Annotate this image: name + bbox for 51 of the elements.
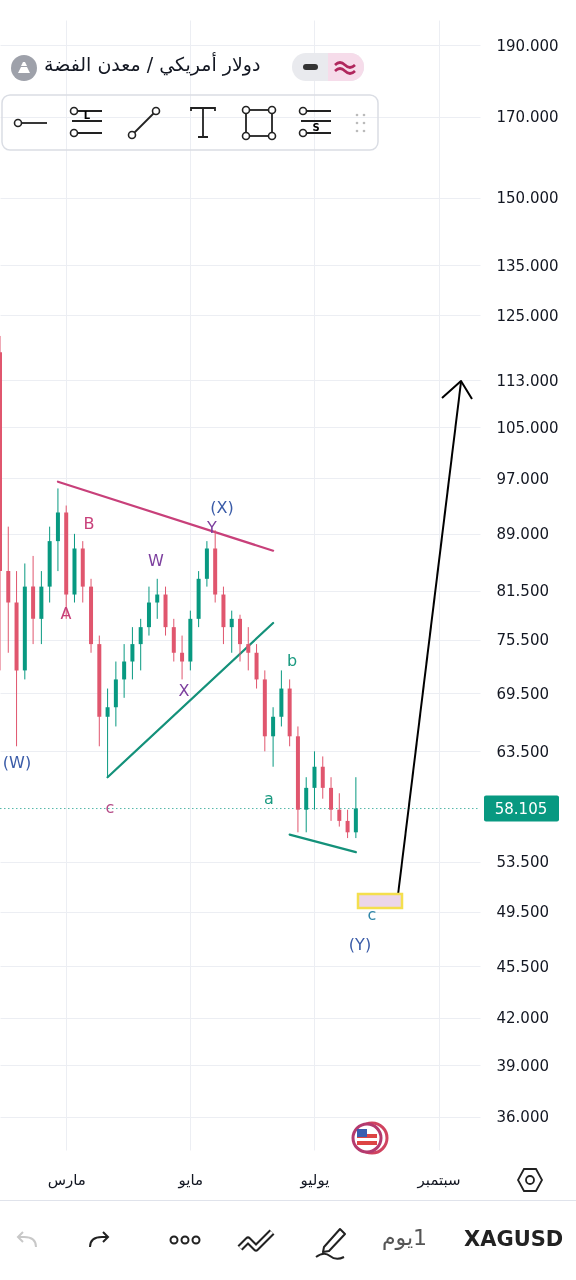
candlestick bbox=[337, 792, 342, 828]
annotation: c bbox=[367, 904, 377, 924]
y-tick-label: 36.000 bbox=[496, 1108, 549, 1127]
candlestick bbox=[138, 618, 143, 671]
y-tick-label: 69.500 bbox=[496, 684, 549, 703]
y-tick-label: 135.000 bbox=[496, 256, 559, 275]
y-tick-label: 113.000 bbox=[496, 371, 559, 390]
candlestick bbox=[180, 635, 185, 680]
y-tick-label: 81.500 bbox=[496, 582, 549, 601]
ref-line-label: 58.105 bbox=[494, 799, 548, 818]
y-tick-label: 125.000 bbox=[496, 306, 559, 325]
y-tick-label: 39.000 bbox=[496, 1056, 549, 1075]
candlestick bbox=[345, 809, 350, 839]
candlestick bbox=[271, 706, 276, 768]
annotation: c bbox=[105, 797, 115, 817]
annotation: W bbox=[148, 550, 165, 570]
annotation: B bbox=[83, 513, 95, 533]
candlestick bbox=[229, 610, 234, 654]
x-tick-label: مايو bbox=[177, 1170, 204, 1189]
y-tick-label: 63.500 bbox=[496, 742, 549, 761]
x-tick-label: مارس bbox=[47, 1170, 86, 1189]
annotation: b bbox=[286, 650, 298, 670]
annotation: a bbox=[264, 788, 274, 808]
annotation: S bbox=[312, 122, 320, 133]
candlestick bbox=[122, 643, 127, 699]
annotation: (X) bbox=[210, 497, 234, 517]
annotation: X bbox=[178, 680, 190, 700]
y-tick-label: 45.500 bbox=[496, 957, 549, 976]
candlestick bbox=[246, 626, 251, 671]
text: دولار أمريكي / معدن الفضة bbox=[44, 53, 261, 75]
y-tick-label: 89.000 bbox=[496, 525, 549, 544]
y-tick-label: 190.000 bbox=[496, 36, 559, 55]
candlestick bbox=[329, 776, 334, 822]
y-tick-label: 42.000 bbox=[496, 1009, 549, 1028]
y-tick-label: 75.500 bbox=[496, 631, 549, 650]
y-tick-label: 53.500 bbox=[496, 853, 549, 872]
y-tick-label: 97.000 bbox=[496, 469, 549, 488]
text: XAGUSD bbox=[464, 1227, 564, 1251]
y-tick-label: 150.000 bbox=[496, 189, 559, 208]
annotation: L bbox=[83, 110, 91, 121]
candlestick bbox=[130, 626, 135, 680]
candlestick bbox=[155, 578, 160, 620]
y-tick-label: 49.500 bbox=[496, 903, 549, 922]
y-tick-label: 105.000 bbox=[496, 418, 559, 437]
candlestick bbox=[320, 755, 325, 800]
annotation: (Y) bbox=[348, 934, 372, 954]
x-tick-label: يوليو bbox=[299, 1170, 330, 1189]
y-tick-label: 170.000 bbox=[496, 108, 559, 127]
annotation: (W) bbox=[2, 752, 32, 772]
text: 1يوم bbox=[382, 1225, 428, 1250]
x-tick-label: سبتمبر bbox=[416, 1170, 461, 1189]
